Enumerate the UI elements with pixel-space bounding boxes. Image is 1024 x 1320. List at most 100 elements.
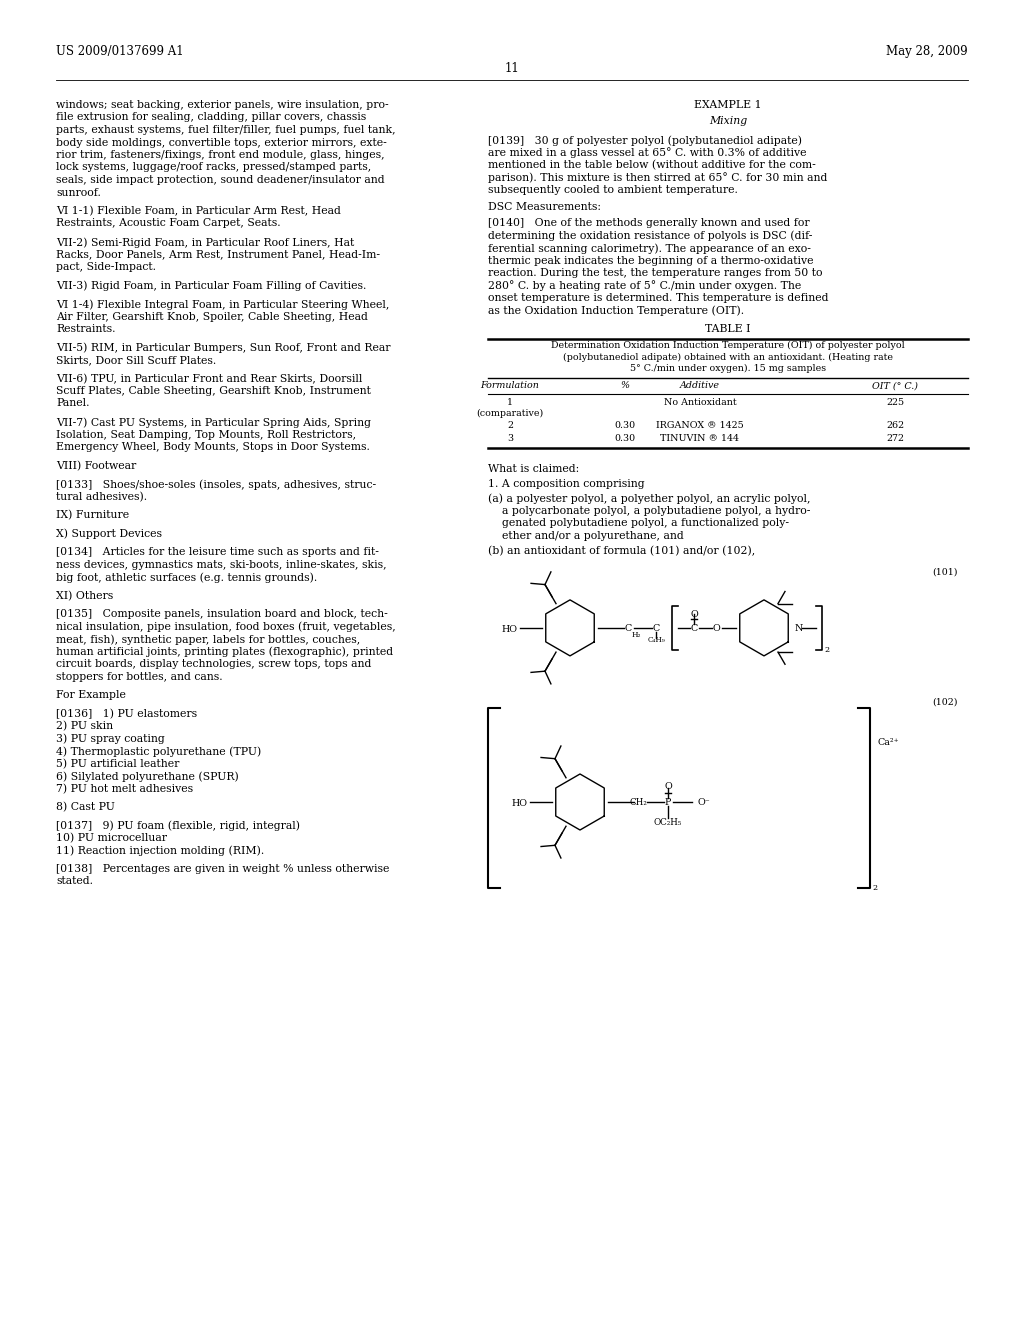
Text: stated.: stated. — [56, 876, 93, 887]
Text: ness devices, gymnastics mats, ski-boots, inline-skates, skis,: ness devices, gymnastics mats, ski-boots… — [56, 560, 387, 569]
Text: DSC Measurements:: DSC Measurements: — [488, 202, 601, 211]
Text: 5° C./min under oxygen). 15 mg samples: 5° C./min under oxygen). 15 mg samples — [630, 364, 826, 374]
Text: mentioned in the table below (without additive for the com-: mentioned in the table below (without ad… — [488, 160, 816, 170]
Text: VII-6) TPU, in Particular Front and Rear Skirts, Doorsill: VII-6) TPU, in Particular Front and Rear… — [56, 374, 362, 384]
Text: ferential scanning calorimetry). The appearance of an exo-: ferential scanning calorimetry). The app… — [488, 243, 811, 253]
Text: 1. A composition comprising: 1. A composition comprising — [488, 479, 645, 488]
Text: P: P — [665, 799, 671, 807]
Text: (102): (102) — [933, 698, 958, 708]
Text: EXAMPLE 1: EXAMPLE 1 — [694, 100, 762, 110]
Text: No Antioxidant: No Antioxidant — [664, 397, 736, 407]
Text: C: C — [652, 624, 659, 632]
Text: What is claimed:: What is claimed: — [488, 465, 580, 474]
Text: [0134]   Articles for the leisure time such as sports and fit-: [0134] Articles for the leisure time suc… — [56, 546, 379, 557]
Text: determining the oxidation resistance of polyols is DSC (dif-: determining the oxidation resistance of … — [488, 231, 812, 242]
Text: Restraints, Acoustic Foam Carpet, Seats.: Restraints, Acoustic Foam Carpet, Seats. — [56, 219, 281, 228]
Text: 3) PU spray coating: 3) PU spray coating — [56, 734, 165, 744]
Text: human artificial joints, printing plates (flexographic), printed: human artificial joints, printing plates… — [56, 647, 393, 657]
Text: XI) Others: XI) Others — [56, 590, 114, 601]
Text: OC₂H₅: OC₂H₅ — [653, 818, 682, 828]
Text: parison). This mixture is then stirred at 65° C. for 30 min and: parison). This mixture is then stirred a… — [488, 173, 827, 183]
Text: For Example: For Example — [56, 690, 126, 700]
Text: 2: 2 — [872, 884, 878, 892]
Text: onset temperature is determined. This temperature is defined: onset temperature is determined. This te… — [488, 293, 828, 304]
Text: US 2009/0137699 A1: US 2009/0137699 A1 — [56, 45, 183, 58]
Text: reaction. During the test, the temperature ranges from 50 to: reaction. During the test, the temperatu… — [488, 268, 822, 279]
Text: as the Oxidation Induction Temperature (OIT).: as the Oxidation Induction Temperature (… — [488, 305, 744, 315]
Text: 6) Silylated polyurethane (SPUR): 6) Silylated polyurethane (SPUR) — [56, 771, 239, 781]
Text: VIII) Footwear: VIII) Footwear — [56, 461, 136, 471]
Text: 5) PU artificial leather: 5) PU artificial leather — [56, 759, 179, 768]
Text: 225: 225 — [886, 397, 904, 407]
Text: 1: 1 — [507, 397, 513, 407]
Text: O⁻: O⁻ — [697, 799, 710, 807]
Text: O: O — [690, 610, 698, 619]
Text: subsequently cooled to ambient temperature.: subsequently cooled to ambient temperatu… — [488, 185, 738, 195]
Text: (polybutanediol adipate) obtained with an antioxidant. (Heating rate: (polybutanediol adipate) obtained with a… — [563, 352, 893, 362]
Text: 3: 3 — [507, 434, 513, 444]
Text: Racks, Door Panels, Arm Rest, Instrument Panel, Head-Im-: Racks, Door Panels, Arm Rest, Instrument… — [56, 249, 380, 260]
Text: VII-2) Semi-Rigid Foam, in Particular Roof Liners, Hat: VII-2) Semi-Rigid Foam, in Particular Ro… — [56, 238, 354, 248]
Text: parts, exhaust systems, fuel filter/filler, fuel pumps, fuel tank,: parts, exhaust systems, fuel filter/fill… — [56, 125, 395, 135]
Text: Restraints.: Restraints. — [56, 323, 116, 334]
Text: 0.30: 0.30 — [614, 421, 636, 430]
Text: ether and/or a polyurethane, and: ether and/or a polyurethane, and — [488, 531, 684, 541]
Text: C: C — [690, 624, 697, 632]
Text: stoppers for bottles, and cans.: stoppers for bottles, and cans. — [56, 672, 222, 681]
Text: 8) Cast PU: 8) Cast PU — [56, 803, 115, 812]
Text: file extrusion for sealing, cladding, pillar covers, chassis: file extrusion for sealing, cladding, pi… — [56, 112, 367, 123]
Text: Mixing: Mixing — [709, 116, 748, 127]
Text: X) Support Devices: X) Support Devices — [56, 528, 162, 539]
Text: C₄H₉: C₄H₉ — [647, 636, 665, 644]
Text: [0140]   One of the methods generally known and used for: [0140] One of the methods generally know… — [488, 218, 810, 228]
Text: Isolation, Seat Damping, Top Mounts, Roll Restrictors,: Isolation, Seat Damping, Top Mounts, Rol… — [56, 429, 356, 440]
Text: 11: 11 — [505, 62, 519, 75]
Text: May 28, 2009: May 28, 2009 — [887, 45, 968, 58]
Text: HO: HO — [502, 624, 518, 634]
Text: 2: 2 — [507, 421, 513, 430]
Text: %: % — [621, 381, 630, 391]
Text: VI 1-4) Flexible Integral Foam, in Particular Steering Wheel,: VI 1-4) Flexible Integral Foam, in Parti… — [56, 300, 389, 310]
Text: VII-7) Cast PU Systems, in Particular Spring Aids, Spring: VII-7) Cast PU Systems, in Particular Sp… — [56, 417, 371, 428]
Text: genated polybutadiene polyol, a functionalized poly-: genated polybutadiene polyol, a function… — [488, 519, 790, 528]
Text: big foot, athletic surfaces (e.g. tennis grounds).: big foot, athletic surfaces (e.g. tennis… — [56, 572, 317, 582]
Text: a polycarbonate polyol, a polybutadiene polyol, a hydro-: a polycarbonate polyol, a polybutadiene … — [488, 506, 810, 516]
Text: are mixed in a glass vessel at 65° C. with 0.3% of additive: are mixed in a glass vessel at 65° C. wi… — [488, 148, 807, 158]
Text: O: O — [712, 624, 720, 632]
Text: Determination Oxidation Induction Temperature (OIT) of polyester polyol: Determination Oxidation Induction Temper… — [551, 341, 905, 350]
Text: HO: HO — [512, 799, 528, 808]
Text: 7) PU hot melt adhesives: 7) PU hot melt adhesives — [56, 784, 194, 793]
Text: [0137]   9) PU foam (flexible, rigid, integral): [0137] 9) PU foam (flexible, rigid, inte… — [56, 821, 300, 832]
Text: circuit boards, display technologies, screw tops, tops and: circuit boards, display technologies, sc… — [56, 659, 372, 669]
Text: meat, fish), synthetic paper, labels for bottles, couches,: meat, fish), synthetic paper, labels for… — [56, 634, 360, 644]
Text: C: C — [625, 624, 632, 632]
Text: CH₂: CH₂ — [629, 799, 647, 807]
Text: VII-5) RIM, in Particular Bumpers, Sun Roof, Front and Rear: VII-5) RIM, in Particular Bumpers, Sun R… — [56, 342, 390, 352]
Text: 0.30: 0.30 — [614, 434, 636, 444]
Text: Air Filter, Gearshift Knob, Spoiler, Cable Sheeting, Head: Air Filter, Gearshift Knob, Spoiler, Cab… — [56, 312, 368, 322]
Text: [0139]   30 g of polyester polyol (polybutanediol adipate): [0139] 30 g of polyester polyol (polybut… — [488, 135, 802, 145]
Text: [0133]   Shoes/shoe-soles (insoles, spats, adhesives, struc-: [0133] Shoes/shoe-soles (insoles, spats,… — [56, 479, 376, 490]
Text: 280° C. by a heating rate of 5° C./min under oxygen. The: 280° C. by a heating rate of 5° C./min u… — [488, 281, 801, 292]
Text: Additive: Additive — [680, 381, 720, 391]
Text: (101): (101) — [933, 568, 958, 577]
Text: IX) Furniture: IX) Furniture — [56, 510, 129, 520]
Text: sunroof.: sunroof. — [56, 187, 101, 198]
Text: Panel.: Panel. — [56, 399, 89, 408]
Text: [0135]   Composite panels, insulation board and block, tech-: [0135] Composite panels, insulation boar… — [56, 609, 388, 619]
Text: TINUVIN ® 144: TINUVIN ® 144 — [660, 434, 739, 444]
Text: O: O — [665, 781, 672, 791]
Text: VII-3) Rigid Foam, in Particular Foam Filling of Cavities.: VII-3) Rigid Foam, in Particular Foam Fi… — [56, 281, 367, 292]
Text: 11) Reaction injection molding (RIM).: 11) Reaction injection molding (RIM). — [56, 846, 264, 857]
Text: nical insulation, pipe insulation, food boxes (fruit, vegetables,: nical insulation, pipe insulation, food … — [56, 622, 395, 632]
Text: (a) a polyester polyol, a polyether polyol, an acrylic polyol,: (a) a polyester polyol, a polyether poly… — [488, 494, 811, 504]
Text: Formulation: Formulation — [480, 381, 540, 391]
Text: body side moldings, convertible tops, exterior mirrors, exte-: body side moldings, convertible tops, ex… — [56, 137, 387, 148]
Text: H₂: H₂ — [632, 631, 641, 639]
Text: windows; seat backing, exterior panels, wire insulation, pro-: windows; seat backing, exterior panels, … — [56, 100, 389, 110]
Text: 2: 2 — [824, 645, 829, 653]
Text: Scuff Plates, Cable Sheeting, Gearshift Knob, Instrument: Scuff Plates, Cable Sheeting, Gearshift … — [56, 385, 371, 396]
Text: OIT (° C.): OIT (° C.) — [872, 381, 918, 391]
Text: rior trim, fasteners/fixings, front end module, glass, hinges,: rior trim, fasteners/fixings, front end … — [56, 150, 385, 160]
Text: 2) PU skin: 2) PU skin — [56, 721, 113, 731]
